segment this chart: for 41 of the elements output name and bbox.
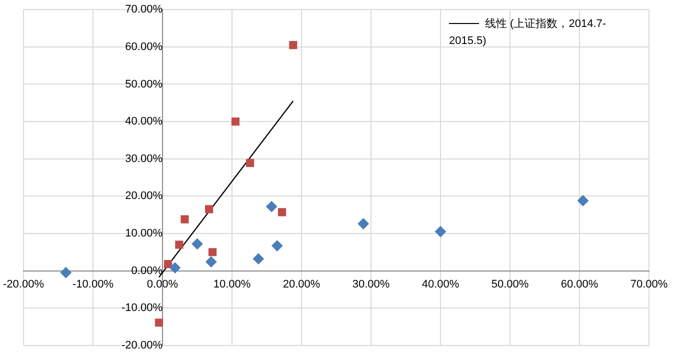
y-tick-label: -10.00% (122, 302, 163, 314)
y-tick-label: 70.00% (125, 4, 163, 16)
x-tick-label: 20.00% (282, 278, 320, 290)
point (577, 195, 588, 206)
y-tick-label: 40.00% (125, 116, 163, 128)
x-tick-label: -10.00% (72, 278, 114, 290)
point (206, 256, 217, 268)
point (192, 238, 203, 250)
y-tick-label: 0.00% (131, 264, 163, 277)
x-tick-label: 50.00% (491, 278, 529, 290)
x-tick-label: 60.00% (560, 278, 598, 290)
point (231, 118, 240, 126)
point (246, 158, 254, 167)
y-tick-label: 50.00% (125, 78, 163, 90)
y-tick-label: 10.00% (125, 228, 163, 240)
y-tick-label: 60.00% (125, 40, 163, 53)
point (252, 253, 264, 264)
point (289, 41, 298, 50)
point (272, 240, 283, 252)
point (434, 226, 446, 238)
x-tick-label: -20.00% (2, 278, 44, 290)
y-tick-label: 20.00% (125, 190, 163, 202)
x-tick-label: 70.00% (630, 278, 668, 290)
point (154, 318, 164, 327)
x-tick-label: 10.00% (213, 278, 251, 290)
point (170, 262, 180, 274)
point (175, 240, 184, 249)
point (164, 260, 172, 268)
point (180, 215, 189, 224)
point (60, 267, 72, 278)
point (358, 218, 369, 230)
y-tick-label: 30.00% (125, 152, 163, 165)
x-tick-label: 30.00% (352, 278, 390, 290)
point (278, 208, 286, 216)
point (205, 205, 214, 214)
point (208, 248, 217, 256)
x-tick-label: 40.00% (422, 278, 460, 290)
point (266, 201, 278, 212)
legend-label: 线性 (上证指数，2014.7-2015.5) (449, 18, 606, 47)
y-tick-label: -20.00% (122, 339, 163, 352)
x-tick-label: 0.00% (146, 278, 178, 290)
